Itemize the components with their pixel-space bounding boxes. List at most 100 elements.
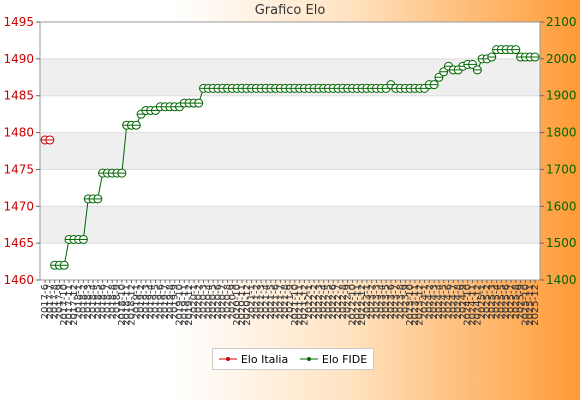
x-axis-tick-label: 2020-8	[223, 284, 234, 319]
x-axis-tick-label: 2021-2	[251, 284, 262, 319]
x-axis-tick-label: 2025-10	[520, 284, 531, 326]
x-axis-tick-label: 2022-9	[343, 284, 354, 319]
x-axis-tick-label: 2025-4	[492, 284, 503, 319]
x-axis-tick-label: 2024-10	[463, 284, 474, 326]
x-axis-tick-label: 2022-6	[328, 284, 339, 319]
x-axis-tick-label: 2018-10	[117, 284, 128, 326]
right-axis-tick-label: 1400	[546, 273, 577, 287]
legend-item-elo-fide: Elo FIDE	[299, 352, 368, 366]
x-axis-tick-label: 2019-10	[175, 284, 186, 326]
x-axis-tick-label: 2022-4	[319, 284, 330, 319]
right-axis-tick-label: 1500	[546, 236, 577, 250]
chart-title: Grafico Elo	[254, 3, 326, 18]
x-axis-tick-label: 2023-1	[362, 284, 373, 319]
x-axis-tick-label: 2021-9	[285, 284, 296, 319]
x-axis-tick-label: 2024-8	[453, 284, 464, 319]
x-axis-tick-label: 2017-10	[59, 284, 70, 326]
x-axis-tick-label: 2025-6	[501, 284, 512, 319]
x-axis-tick-label: 2018-9	[112, 284, 123, 319]
x-axis-tick-label: 2024-4	[434, 284, 445, 319]
x-axis-tick-label: 2018-7	[102, 284, 113, 319]
x-axis-tick-label: 2021-12	[299, 284, 310, 326]
legend-item-elo-italia: Elo Italia	[218, 353, 288, 366]
x-axis-tick-label: 2023-5	[381, 284, 392, 319]
left-axis-tick-label: 1485	[3, 89, 34, 103]
x-axis-tick-label: 2022-10	[347, 284, 358, 326]
x-axis-tick-label: 2020-11	[237, 284, 248, 326]
x-axis-tick-label: 2019-7	[160, 284, 171, 319]
x-axis-tick-label: 2018-1	[74, 284, 85, 319]
x-axis-tick-label: 2020-3	[199, 284, 210, 319]
plot-band	[40, 132, 540, 170]
x-axis-tick-label: 2023-7	[391, 284, 402, 319]
x-axis-tick-label: 2024-5	[439, 284, 450, 319]
x-axis-tick-label: 2021-10	[290, 284, 301, 326]
x-axis-tick-label: 2024-7	[448, 284, 459, 319]
x-axis-tick-label: 2021-8	[280, 284, 291, 319]
right-axis-tick-label: 2100	[546, 15, 577, 29]
plot-band	[40, 206, 540, 244]
x-axis-tick-label: 2023-10	[405, 284, 416, 326]
x-axis-tick-label: 2024-9	[458, 284, 469, 319]
x-axis-tick-label: 2025-7	[506, 284, 517, 319]
x-axis-tick-label: 2020-4	[203, 284, 214, 319]
x-axis-tick-label: 2021-6	[271, 284, 282, 319]
x-axis-tick-label: 2019-6	[155, 284, 166, 319]
x-axis-tick-label: 2019-5	[150, 284, 161, 319]
x-axis-tick-label: 2019-12	[184, 284, 195, 326]
x-axis-tick-label: 2020-5	[208, 284, 219, 319]
right-axis-tick-label: 2000	[546, 52, 577, 66]
x-axis-tick-label: 2019-8	[165, 284, 176, 319]
right-axis-tick-label: 1600	[546, 199, 577, 213]
x-axis-tick-label: 2024-6	[444, 284, 455, 319]
x-axis-tick-label: 2018-4	[88, 284, 99, 319]
legend-marker-elo-italia	[218, 357, 237, 361]
x-axis-tick-label: 2024-1	[420, 284, 431, 319]
x-axis-tick-label: 2019-11	[179, 284, 190, 326]
x-axis-tick-label: 2022-7	[333, 284, 344, 319]
x-axis-tick-label: 2024-11	[468, 284, 479, 326]
x-axis-tick-label: 2020-9	[227, 284, 238, 319]
x-axis-tick-label: 2021-3	[256, 284, 267, 319]
x-axis-tick-label: 2019-1	[131, 284, 142, 319]
x-axis-tick-label: 2018-11	[122, 284, 133, 326]
x-axis-tick-label: 2023-2	[367, 284, 378, 319]
x-axis-tick-label: 2023-8	[395, 284, 406, 319]
x-axis-tick-label: 2023-4	[376, 284, 387, 319]
x-axis-tick-label: 2019-2	[136, 284, 147, 319]
x-axis-tick-label: 2019-3	[141, 284, 152, 319]
legend-label-elo-fide: Elo FIDE	[321, 352, 368, 366]
x-axis-tick-label: 2023-3	[371, 284, 382, 319]
left-axis-tick-label: 1470	[3, 199, 34, 213]
x-axis-tick-label: 2025-2	[482, 284, 493, 319]
x-axis-tick-label: 2022-11	[352, 284, 363, 326]
x-axis-tick-label: 2020-10	[232, 284, 243, 326]
x-axis-tick-label: 2025-5	[496, 284, 507, 319]
x-axis-tick-label: 2024-12	[472, 284, 483, 326]
x-axis-tick-label: 2018-6	[98, 284, 109, 319]
x-axis-tick-label: 2022-8	[338, 284, 349, 319]
x-axis-tick-label: 2021-4	[261, 284, 272, 319]
right-axis-tick-label: 1700	[546, 162, 577, 176]
x-axis-tick-label: 2022-3	[314, 284, 325, 319]
left-axis-tick-label: 1480	[3, 126, 34, 140]
chart-legend: Elo Italia Elo FIDE	[212, 348, 374, 370]
x-axis-tick-label: 2020-2	[194, 284, 205, 319]
x-axis-tick-label: 2025-9	[516, 284, 527, 319]
x-axis-tick-label: 2019-9	[170, 284, 181, 319]
x-axis-tick-label: 2023-6	[386, 284, 397, 319]
x-axis-tick-label: 2019-4	[146, 284, 157, 319]
x-axis-tick-label: 2020-7	[218, 284, 229, 319]
x-axis-tick-label: 2022-12	[357, 284, 368, 326]
x-axis-tick-label: 2025-8	[511, 284, 522, 319]
x-axis-tick-label: 2023-9	[400, 284, 411, 319]
legend-marker-elo-fide	[299, 357, 318, 361]
x-axis-tick-label: 2025-1	[477, 284, 488, 319]
x-axis-tick-label: 2021-7	[275, 284, 286, 319]
left-axis-tick-label: 1460	[3, 273, 34, 287]
x-axis-tick-label: 2021-1	[247, 284, 258, 319]
x-axis-tick-label: 2021-5	[266, 284, 277, 319]
x-axis-tick-label: 2024-2	[424, 284, 435, 319]
x-axis-tick-label: 2018-12	[126, 284, 137, 326]
